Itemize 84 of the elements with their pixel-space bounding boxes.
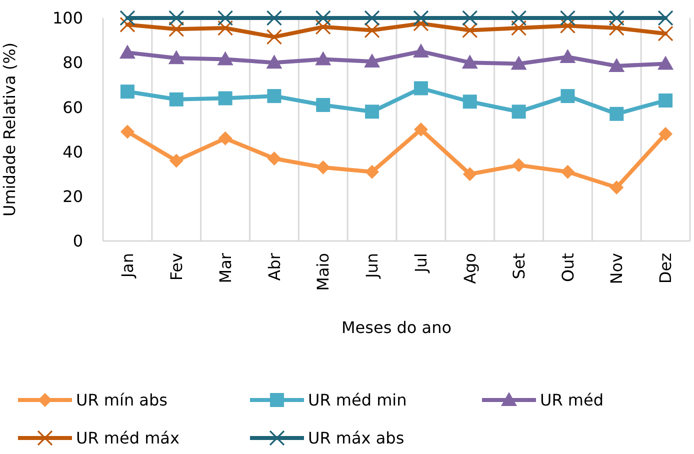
x-tick-label: Jun [362, 253, 382, 279]
point [316, 98, 330, 112]
legend-label: UR méd [540, 390, 604, 410]
point [413, 10, 429, 26]
x-tick-label: Ago [460, 253, 480, 284]
point [560, 89, 575, 104]
point [120, 84, 134, 99]
point [560, 49, 576, 64]
point [168, 21, 184, 37]
point [560, 18, 576, 34]
point [610, 180, 624, 194]
point [120, 124, 134, 139]
point [119, 44, 136, 59]
point [365, 104, 380, 119]
x-tick-label: Out [558, 253, 578, 282]
y-tick-label: 20 [62, 187, 83, 206]
point [560, 10, 576, 26]
point [365, 164, 380, 179]
point [510, 56, 527, 70]
point [315, 51, 332, 66]
point [217, 51, 234, 66]
point [658, 26, 674, 42]
y-tick-label: 0 [72, 232, 83, 251]
point [658, 94, 673, 108]
point [610, 106, 624, 121]
legend-label: UR méd min [308, 390, 407, 410]
point [512, 158, 526, 172]
point [510, 20, 527, 36]
point [120, 16, 136, 32]
legend-label: UR máx abs [308, 428, 404, 448]
x-tick-label: Abr [264, 252, 284, 281]
point [168, 10, 184, 26]
point [462, 167, 477, 182]
x-tick-label: Dez [656, 253, 676, 284]
x-tick-label: Set [509, 253, 528, 280]
point [120, 10, 136, 26]
point [266, 54, 282, 69]
y-tick-label: 60 [62, 98, 83, 117]
point [462, 94, 477, 109]
point [315, 19, 331, 35]
point [316, 160, 330, 174]
point [414, 122, 428, 136]
x-tick-label: Mar [216, 252, 235, 284]
point [168, 50, 184, 64]
x-axis-title: Meses do ano [341, 318, 452, 337]
point [169, 92, 184, 106]
point [364, 10, 380, 26]
point [266, 10, 282, 26]
point [169, 154, 184, 168]
point [218, 131, 232, 146]
point [462, 54, 478, 69]
point [267, 151, 282, 166]
point [560, 164, 575, 179]
point [512, 104, 526, 119]
point [658, 10, 674, 26]
point [608, 58, 625, 72]
legend-label: UR mín abs [76, 390, 168, 410]
point [658, 56, 674, 70]
point [608, 10, 624, 26]
y-axis-title: Umidade Relativa (%) [0, 42, 19, 217]
point [364, 22, 380, 38]
point [218, 91, 232, 106]
y-tick-label: 100 [52, 8, 83, 28]
x-tick-label: Nov [607, 253, 626, 284]
point [217, 10, 234, 26]
x-tick-label: Jan [118, 253, 138, 279]
y-tick-label: 80 [62, 53, 83, 72]
x-tick-label: Fev [166, 253, 186, 281]
point [364, 53, 380, 68]
point [462, 22, 478, 38]
point [658, 126, 673, 141]
point [217, 20, 234, 36]
point [267, 89, 282, 104]
point [510, 10, 527, 26]
point [412, 43, 429, 58]
point [462, 10, 478, 26]
point [266, 29, 282, 45]
y-tick-label: 40 [62, 142, 83, 162]
point [315, 10, 331, 26]
x-tick-label: Jul [412, 253, 431, 274]
point [414, 81, 428, 96]
x-tick-label: Maio [314, 253, 333, 291]
point [608, 20, 624, 36]
legend-label: UR méd máx [76, 428, 180, 448]
